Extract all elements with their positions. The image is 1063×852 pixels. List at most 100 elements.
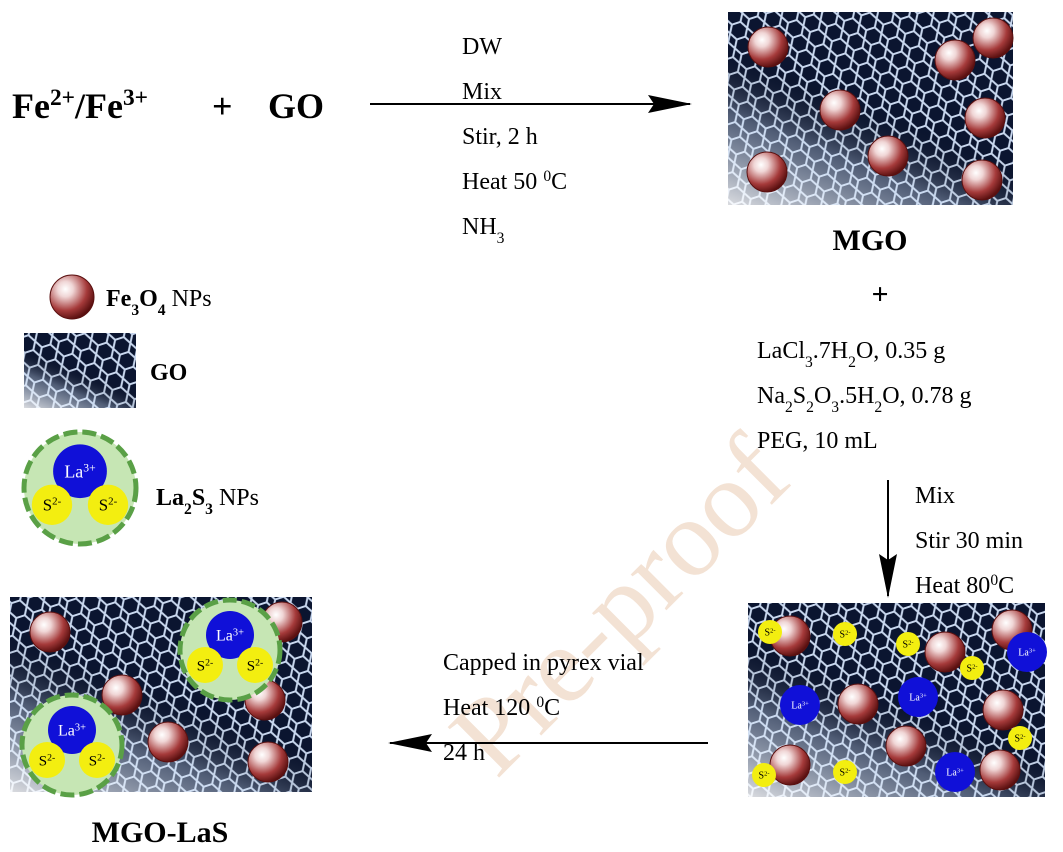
ion-label: S2-	[967, 663, 978, 675]
condition-line: Na2S2O3.5H2O, 0.78 g	[757, 383, 972, 416]
text-segment: NPs	[166, 286, 212, 312]
text-segment: La	[791, 701, 802, 712]
condition-line: DW	[462, 34, 502, 60]
text-segment: 3	[205, 501, 213, 518]
intermediate-image: S2- S2-S2-S2-S2-S2- S2-La3+ La3+La3+La3+	[748, 603, 1047, 797]
condition-line: Heat 800C	[915, 572, 1014, 600]
reactant-go: GO	[268, 86, 324, 126]
text-segment: .5H	[839, 383, 874, 409]
text-segment: La	[1018, 648, 1029, 659]
s-ion	[79, 742, 115, 778]
text-segment: La	[216, 628, 233, 645]
text-segment: 2	[874, 399, 882, 416]
condition-line: Stir, 2 h	[462, 124, 538, 150]
s-ion	[752, 763, 776, 787]
text-segment: 2-	[972, 663, 977, 670]
text-segment: 3+	[957, 767, 964, 774]
text-segment: Mix	[915, 483, 955, 509]
fe3o4-particle	[964, 97, 1006, 139]
text-segment: 2	[806, 399, 814, 416]
text-segment: .7H	[813, 338, 848, 364]
text-segment: Na	[757, 383, 785, 409]
s-ion	[833, 760, 857, 784]
text-segment: La	[64, 461, 83, 481]
text-segment: 0	[990, 572, 998, 589]
text-segment: Heat 50	[462, 169, 543, 195]
ion-label: S2-	[39, 752, 55, 770]
s-ion	[1008, 726, 1032, 750]
text-segment: 3	[831, 399, 839, 416]
text-segment: Mix	[462, 79, 502, 105]
ion-label: S2-	[840, 629, 851, 641]
text-segment: S	[192, 485, 205, 511]
text-segment: 3	[131, 302, 139, 319]
plus: +	[871, 278, 888, 311]
ion-label: S2-	[89, 752, 105, 770]
ion-label: S2-	[99, 496, 118, 515]
text-segment: La	[156, 485, 184, 511]
text-segment: O, 0.78 g	[882, 383, 971, 409]
fe3o4-particle	[961, 159, 1003, 201]
la-ion	[898, 677, 938, 717]
fe3o4-particle	[867, 135, 909, 177]
ion-label: S2-	[197, 657, 213, 675]
conditions: Mix Stir 30 min Heat 800C	[915, 483, 1023, 599]
condition-line: Stir 30 min	[915, 528, 1023, 554]
text-segment: S	[765, 628, 771, 639]
s-ion	[187, 647, 223, 683]
s-ion	[237, 647, 273, 683]
text-segment: 2-	[47, 752, 55, 763]
text-segment: 24 h	[443, 740, 485, 766]
text-segment: 0	[536, 694, 544, 711]
text-segment: S	[1015, 734, 1021, 745]
reactant-fe: Fe2+/Fe3+	[12, 85, 148, 126]
text-segment: 3+	[802, 700, 809, 707]
text-segment: 2	[184, 501, 192, 518]
fe3o4-particle	[147, 721, 189, 763]
fe3o4-particle	[29, 611, 71, 653]
text-segment: 3+	[83, 461, 95, 474]
text-segment: C	[544, 695, 560, 721]
s-ion	[87, 484, 129, 525]
text-segment: S	[89, 753, 97, 769]
s-ion	[29, 742, 65, 778]
text-segment: O, 0.35 g	[856, 338, 945, 364]
text-segment: C	[998, 573, 1014, 599]
text-segment: La	[58, 723, 75, 740]
fe3o4-particle	[49, 274, 95, 320]
condition-line: NH3	[462, 214, 505, 247]
conditions: DW Mix Stir, 2 h Heat 50 0C NH3	[462, 34, 567, 247]
fe3o4-particle	[747, 26, 789, 68]
product-label: MGO-LaS	[92, 816, 229, 849]
la-ion	[1007, 632, 1047, 672]
text-segment: 3+	[75, 722, 86, 733]
text-segment: O	[814, 383, 831, 409]
text-segment: /Fe	[74, 86, 123, 126]
text-segment: 3+	[1029, 647, 1036, 654]
fe3o4-particle	[924, 631, 966, 673]
s-ion	[833, 622, 857, 646]
text-segment: GO	[150, 360, 187, 386]
text-segment: 2-	[205, 657, 213, 668]
ion-label: S2-	[840, 767, 851, 779]
fe3o4-particle	[934, 39, 976, 81]
la-ion	[935, 752, 975, 792]
text-segment: 4	[158, 302, 166, 319]
text-segment: 2	[848, 354, 856, 371]
text-segment: 3+	[123, 85, 148, 111]
text-segment: 2-	[845, 629, 850, 636]
product-label: MGO	[833, 224, 908, 257]
fe3o4-particle	[837, 683, 879, 725]
text-segment: 2-	[845, 767, 850, 774]
text-segment: C	[551, 169, 567, 195]
text-segment: S	[43, 496, 52, 515]
text-segment: S	[99, 496, 108, 515]
text-segment: Heat 80	[915, 573, 990, 599]
text-segment: 2-	[908, 639, 913, 646]
ion-label: S2-	[765, 627, 776, 639]
text-segment: S	[840, 768, 846, 779]
text-segment: S	[967, 664, 973, 675]
condition-line: Mix	[462, 79, 502, 105]
ion-label: S2-	[247, 657, 263, 675]
